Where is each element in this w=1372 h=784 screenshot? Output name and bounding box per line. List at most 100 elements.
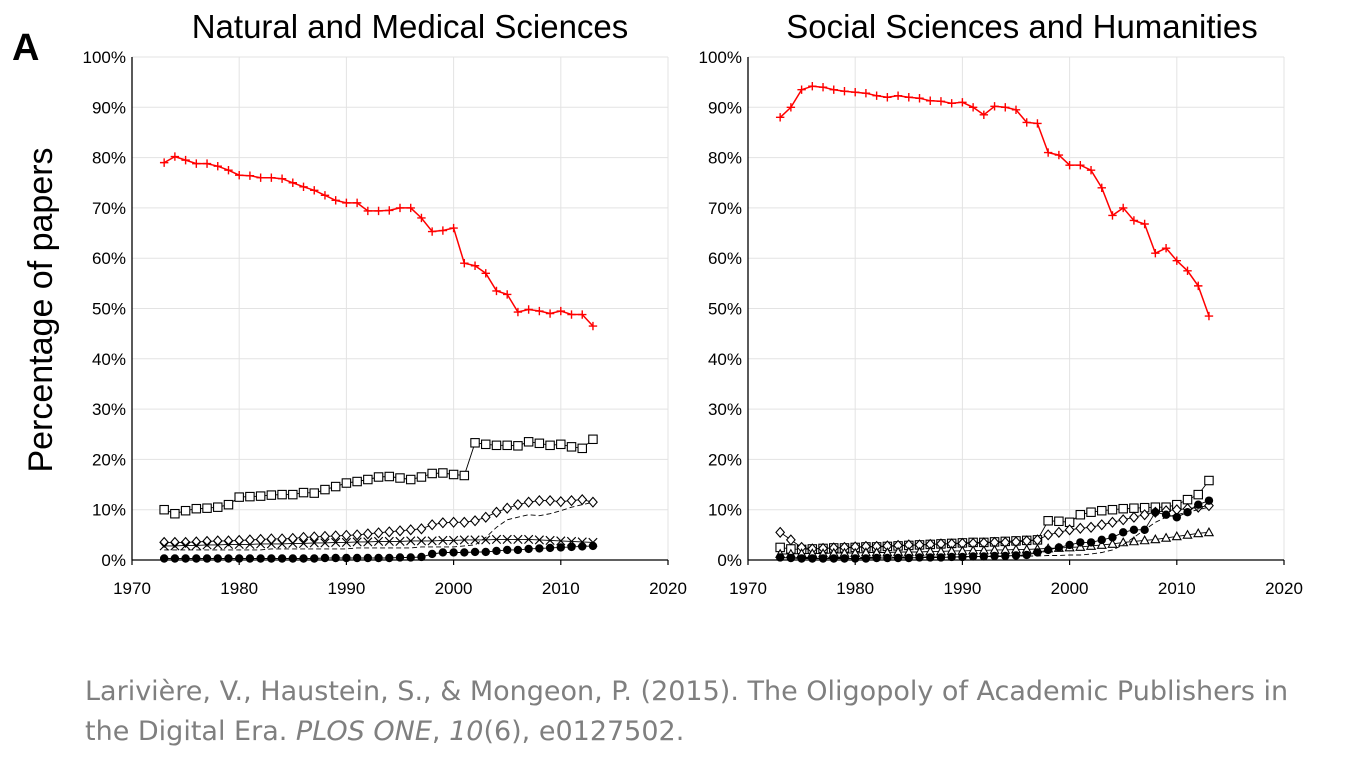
- data-point: [352, 553, 362, 563]
- data-point: [449, 535, 459, 545]
- data-point: [235, 171, 244, 180]
- data-point: [872, 553, 881, 563]
- data-point: [427, 536, 437, 546]
- data-point: [524, 305, 533, 314]
- data-point: [990, 102, 999, 111]
- data-point: [363, 553, 373, 563]
- data-point: [384, 526, 395, 538]
- data-point: [1118, 514, 1129, 526]
- data-point: [1096, 539, 1107, 549]
- citation-volume: 10: [449, 716, 484, 747]
- data-point: [181, 554, 190, 563]
- data-point: [840, 554, 849, 563]
- data-point: [1129, 525, 1139, 535]
- data-point: [1108, 211, 1117, 220]
- data-point: [459, 470, 470, 481]
- data-point: [331, 196, 340, 205]
- panel-letter: A: [12, 27, 39, 69]
- data-point: [234, 492, 244, 502]
- x-tick-label: 1980: [220, 579, 258, 598]
- data-point: [256, 173, 265, 182]
- series-line: [779, 85, 1210, 317]
- data-point: [808, 554, 817, 563]
- y-tick-label: 60%: [708, 249, 742, 268]
- data-point: [331, 537, 341, 547]
- data-point: [417, 552, 426, 562]
- data-point: [235, 554, 244, 563]
- data-point: [968, 552, 978, 561]
- data-point: [202, 540, 212, 550]
- chart-title: Natural and Medical Sciences: [192, 8, 629, 45]
- data-point: [405, 524, 416, 536]
- data-point: [512, 499, 523, 511]
- data-point: [213, 540, 223, 550]
- data-point: [481, 535, 491, 545]
- data-point: [245, 539, 255, 549]
- chart-natural-medical-sciences: Natural and Medical Sciences 0% 10% 20% 30% 4…: [83, 8, 687, 598]
- x-tick-label: 2020: [1265, 579, 1303, 598]
- data-point: [266, 539, 276, 549]
- data-point: [438, 468, 448, 478]
- data-point: [818, 554, 828, 563]
- data-point: [502, 502, 513, 514]
- data-point: [588, 321, 598, 331]
- data-point: [310, 554, 319, 563]
- data-point: [416, 523, 427, 535]
- data-point: [460, 259, 469, 268]
- data-point: [277, 539, 287, 549]
- data-point: [797, 554, 806, 563]
- data-point: [159, 554, 169, 563]
- data-point: [883, 93, 892, 102]
- data-point: [1140, 219, 1149, 229]
- y-tick-label: 10%: [708, 501, 742, 520]
- data-point: [288, 178, 297, 187]
- data-point: [1011, 105, 1021, 115]
- data-point: [298, 487, 309, 498]
- data-point: [427, 519, 438, 531]
- data-point: [534, 438, 545, 449]
- data-point: [1065, 160, 1074, 170]
- data-point: [213, 554, 222, 563]
- data-point: [181, 540, 191, 551]
- data-point: [277, 489, 287, 500]
- data-point: [213, 161, 222, 171]
- data-point: [534, 535, 544, 545]
- data-point: [352, 529, 363, 541]
- data-point: [1204, 311, 1214, 321]
- data-point: [523, 437, 534, 447]
- data-point: [545, 535, 555, 545]
- data-point: [1119, 203, 1128, 213]
- data-point: [234, 539, 244, 549]
- data-point: [406, 536, 416, 546]
- data-point: [202, 503, 212, 513]
- data-point: [904, 93, 913, 102]
- y-tick-label: 20%: [708, 450, 742, 469]
- data-point: [180, 536, 191, 549]
- data-point: [181, 155, 190, 165]
- data-point: [861, 554, 871, 563]
- x-tick-label: 2010: [542, 579, 580, 598]
- data-point: [395, 203, 405, 213]
- data-point: [287, 532, 298, 545]
- data-point: [775, 526, 786, 538]
- data-point: [438, 226, 448, 235]
- data-point: [535, 306, 544, 316]
- y-tick-label: 10%: [92, 501, 126, 520]
- x-tick-label: 2020: [649, 579, 687, 598]
- data-point: [534, 495, 545, 507]
- data-point: [224, 554, 233, 563]
- data-point: [556, 543, 565, 552]
- data-point: [1161, 243, 1171, 253]
- y-tick-label: 80%: [708, 149, 742, 168]
- y-tick-label: 40%: [92, 350, 126, 369]
- data-point: [342, 198, 351, 208]
- data-point: [395, 536, 405, 546]
- data-point: [277, 174, 287, 183]
- data-point: [395, 525, 405, 537]
- data-point: [288, 489, 298, 500]
- data-point: [893, 553, 903, 563]
- data-point: [1076, 538, 1085, 547]
- data-point: [786, 553, 796, 563]
- data-point: [578, 542, 587, 551]
- data-point: [1054, 150, 1064, 160]
